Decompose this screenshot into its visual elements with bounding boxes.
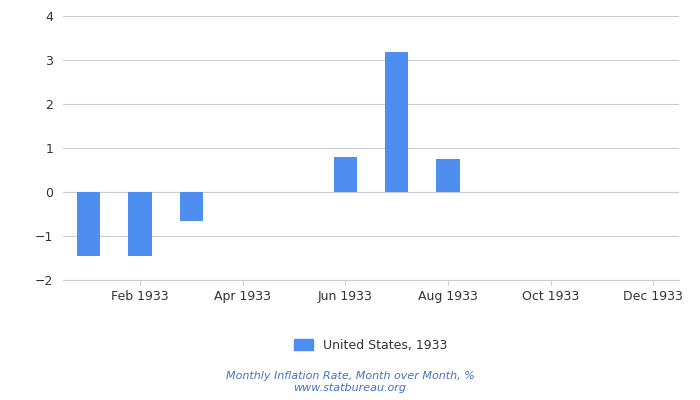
Bar (385, 52, 408, 192)
Bar (334, 157, 357, 192)
Bar (437, 158, 459, 192)
Bar (180, 192, 203, 221)
Text: Monthly Inflation Rate, Month over Month, %: Monthly Inflation Rate, Month over Month… (225, 371, 475, 381)
Bar (77, 192, 100, 256)
Bar (129, 192, 151, 256)
Text: www.statbureau.org: www.statbureau.org (293, 383, 407, 393)
Legend: United States, 1933: United States, 1933 (289, 334, 453, 357)
